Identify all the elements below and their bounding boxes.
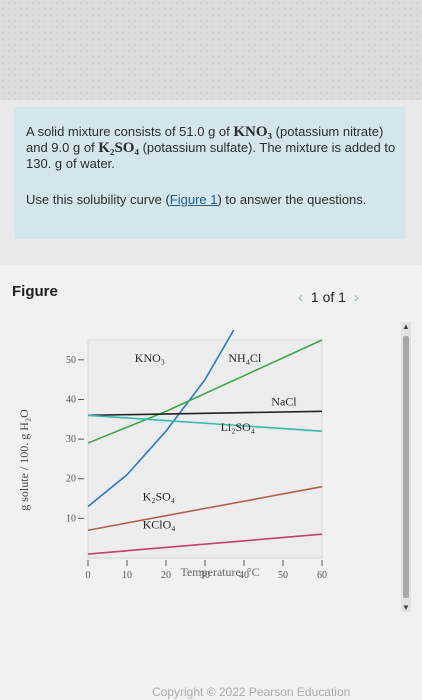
next-figure-icon[interactable]: › bbox=[353, 289, 359, 306]
series-line-li2so4 bbox=[87, 414, 323, 432]
figure-link[interactable]: Figure 1 bbox=[169, 192, 218, 207]
instruction-after: ) to answer the questions. bbox=[217, 192, 367, 207]
prev-figure-icon[interactable]: ‹ bbox=[298, 289, 303, 306]
y-tick-label: 50 bbox=[66, 355, 76, 366]
question-part-3: (potassium sulfate). The mixture is adde… bbox=[26, 140, 396, 171]
scroll-up-icon[interactable]: ▲ bbox=[402, 322, 410, 331]
series-label-li2so4: Li₂SO₄ bbox=[221, 420, 255, 434]
question-part-2: (potassium nitrate) and 9.0 g of bbox=[26, 124, 384, 155]
k2so4-formula: K₂SO₄ bbox=[98, 140, 139, 156]
series-label-k2so4: K₂SO₄ bbox=[143, 490, 175, 504]
y-tick-label: 20 bbox=[66, 474, 76, 485]
x-tick-label: 30 bbox=[200, 570, 210, 581]
series-label-kclo4: KClO₄ bbox=[143, 517, 176, 531]
scrollbar-thumb[interactable] bbox=[403, 336, 409, 598]
instruction-text: Use this solubility curve (Figure 1) to … bbox=[26, 192, 396, 207]
scroll-down-icon[interactable]: ▼ bbox=[402, 603, 410, 612]
series-label-kno3: KNO₃ bbox=[135, 351, 165, 365]
series-line-kclo4 bbox=[87, 533, 323, 555]
x-tick-label: 10 bbox=[122, 570, 132, 581]
plot-area bbox=[87, 339, 323, 559]
y-tick-label: 10 bbox=[66, 513, 76, 524]
question-text: A solid mixture consists of 51.0 g of KN… bbox=[26, 124, 396, 171]
y-tick-label: 40 bbox=[66, 394, 76, 405]
series-label-nacl: NaCl bbox=[271, 394, 297, 408]
kno3-formula: KNO₃ bbox=[233, 124, 273, 140]
question-part-1: A solid mixture consists of 51.0 g of bbox=[26, 124, 234, 139]
series-line-nh4cl bbox=[87, 339, 323, 444]
solubility-chart: 10 20 30 40 50 0 10 20 30 40 50 60 KNO₃ NH₄Cl NaCl Li₂… bbox=[0, 330, 400, 600]
x-tick-label: 40 bbox=[239, 570, 249, 581]
instruction-before: Use this solubility curve ( bbox=[26, 192, 170, 207]
series-label-nh4cl: NH₄Cl bbox=[228, 351, 262, 365]
x-tick-label: 50 bbox=[278, 570, 288, 581]
figure-title: Figure bbox=[12, 283, 58, 300]
x-tick-label: 0 bbox=[86, 570, 91, 581]
x-tick-label: 20 bbox=[161, 570, 171, 581]
y-tick-label: 30 bbox=[66, 434, 76, 445]
figure-pager: ‹ 1 of 1 › bbox=[298, 289, 359, 306]
page-count: 1 of 1 bbox=[310, 289, 346, 305]
y-axis-label: g solute / 100. g H₂O bbox=[17, 409, 31, 511]
top-background bbox=[0, 0, 422, 100]
series-line-k2so4 bbox=[87, 485, 323, 532]
question-panel bbox=[14, 107, 405, 239]
x-axis-label: Temperature, °C bbox=[180, 565, 259, 579]
x-tick-label: 60 bbox=[317, 570, 327, 581]
series-line-nacl bbox=[87, 410, 323, 417]
series-line-kno3 bbox=[87, 330, 235, 508]
copyright-text: Copyright © 2022 Pearson Education bbox=[152, 685, 351, 699]
